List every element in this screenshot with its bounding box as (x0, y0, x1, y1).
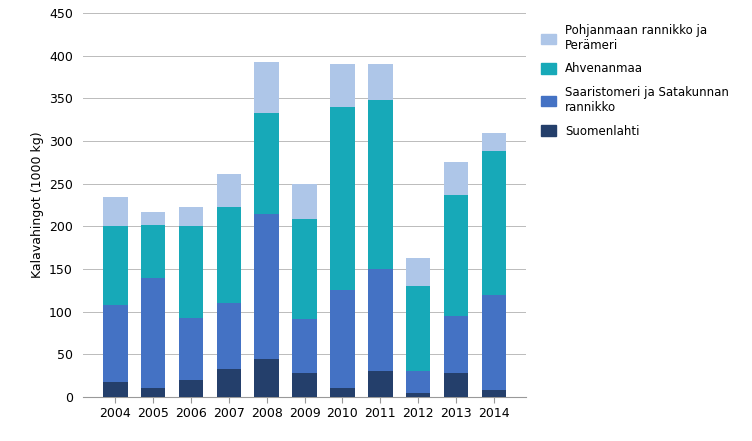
Bar (481, 390, 506, 397)
Y-axis label: Kalavahingot (1000 kg): Kalavahingot (1000 kg) (31, 132, 44, 278)
Bar (103, 305, 128, 381)
Bar (368, 371, 393, 397)
Bar (179, 380, 203, 397)
Bar (103, 197, 128, 226)
Bar (330, 290, 355, 389)
Bar (141, 277, 165, 389)
Bar (217, 207, 241, 303)
Bar (217, 174, 241, 207)
Bar (368, 100, 393, 269)
Bar (179, 225, 203, 318)
Bar (293, 219, 317, 319)
Bar (368, 269, 393, 371)
Bar (330, 389, 355, 397)
Bar (330, 64, 355, 107)
Bar (179, 318, 203, 380)
Bar (103, 226, 128, 305)
Bar (254, 62, 279, 113)
Bar (254, 359, 279, 397)
Bar (444, 316, 468, 373)
Bar (406, 286, 430, 371)
Bar (406, 258, 430, 286)
Bar (293, 184, 317, 219)
Bar (293, 373, 317, 397)
Bar (406, 371, 430, 392)
Bar (406, 392, 430, 397)
Bar (141, 389, 165, 397)
Bar (368, 64, 393, 100)
Bar (254, 113, 279, 213)
Bar (141, 212, 165, 224)
Bar (444, 195, 468, 316)
Bar (444, 162, 468, 195)
Legend: Pohjanmaan rannikko ja
Perämeri, Ahvenanmaa, Saaristomeri ja Satakunnan
rannikko: Pohjanmaan rannikko ja Perämeri, Ahvenan… (537, 19, 734, 142)
Bar (141, 224, 165, 277)
Bar (481, 133, 506, 151)
Bar (217, 369, 241, 397)
Bar (103, 381, 128, 397)
Bar (481, 151, 506, 295)
Bar (217, 303, 241, 369)
Bar (444, 373, 468, 397)
Bar (254, 213, 279, 359)
Bar (179, 207, 203, 225)
Bar (293, 319, 317, 373)
Bar (330, 107, 355, 290)
Bar (481, 295, 506, 390)
